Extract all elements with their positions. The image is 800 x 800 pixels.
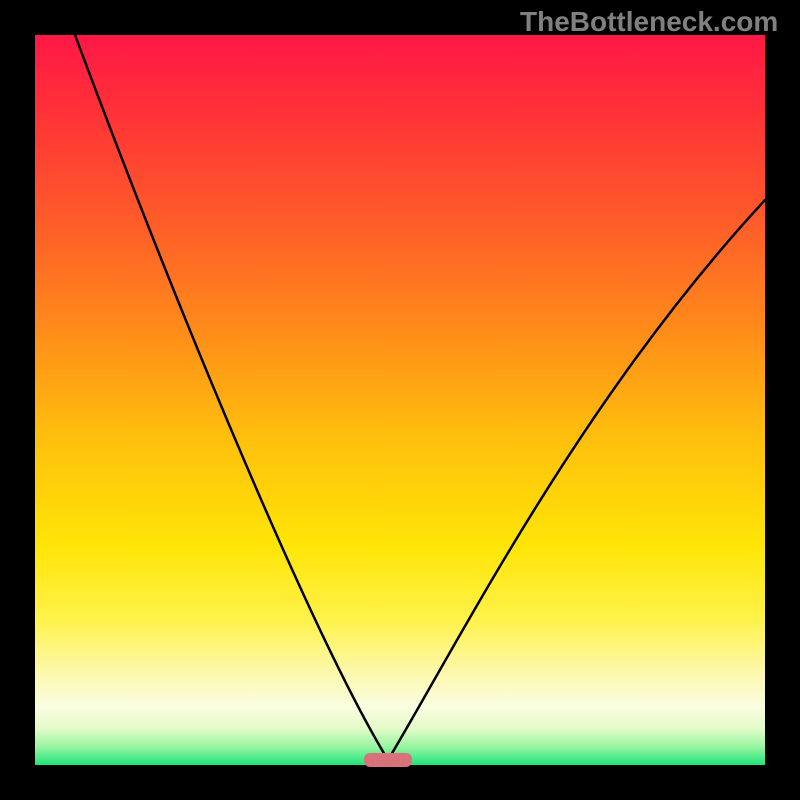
plot-area (35, 35, 765, 765)
watermark-text: TheBottleneck.com (520, 6, 778, 38)
chart-canvas: TheBottleneck.com (0, 0, 800, 800)
optimal-point-marker (364, 753, 412, 767)
